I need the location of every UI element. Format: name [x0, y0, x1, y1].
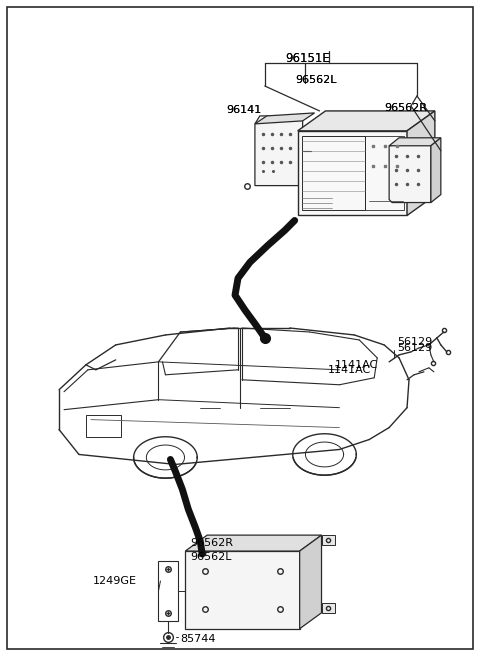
Polygon shape	[298, 131, 407, 215]
Text: 96151E: 96151E	[286, 52, 331, 65]
Text: 85744: 85744	[180, 634, 216, 644]
Text: 1141AC: 1141AC	[327, 365, 371, 375]
Polygon shape	[431, 138, 441, 203]
Bar	[365, 136, 404, 211]
Bar	[301, 136, 365, 211]
Text: 96151E: 96151E	[286, 52, 331, 65]
Polygon shape	[300, 535, 322, 628]
Polygon shape	[255, 116, 302, 186]
Polygon shape	[389, 138, 441, 146]
Text: 96141: 96141	[226, 105, 261, 115]
Polygon shape	[185, 551, 300, 628]
Text: 96562L: 96562L	[296, 75, 337, 85]
Polygon shape	[407, 111, 435, 215]
Text: 96141: 96141	[226, 105, 261, 115]
Bar	[158, 561, 179, 621]
Bar	[322, 603, 336, 613]
Text: 56129: 56129	[397, 343, 432, 353]
Polygon shape	[389, 141, 431, 203]
Bar	[86, 415, 120, 436]
Polygon shape	[298, 111, 435, 131]
Text: 1249GE: 1249GE	[93, 576, 137, 586]
Text: 96562R: 96562R	[384, 103, 427, 113]
Bar	[322, 535, 336, 545]
Polygon shape	[255, 113, 314, 124]
Text: 96562R: 96562R	[190, 538, 233, 548]
Text: 96562L: 96562L	[296, 75, 337, 85]
Text: 1141AC: 1141AC	[335, 360, 378, 370]
Text: 96562R: 96562R	[384, 103, 427, 113]
Text: 56129: 56129	[397, 337, 432, 347]
Polygon shape	[185, 535, 322, 551]
Text: 96562L: 96562L	[190, 552, 232, 562]
